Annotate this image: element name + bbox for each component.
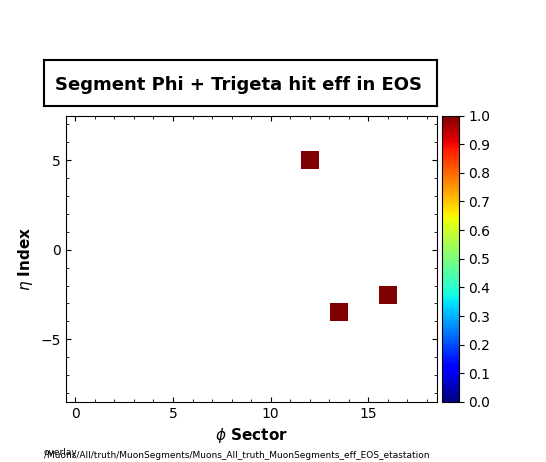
Point	[384, 291, 393, 298]
Text: /Muons/All/truth/MuonSegments/Muons_All_truth_MuonSegments_eff_EOS_etastation: /Muons/All/truth/MuonSegments/Muons_All_…	[44, 451, 429, 460]
Point	[305, 157, 314, 164]
X-axis label: $\phi$ Sector: $\phi$ Sector	[215, 426, 288, 445]
Text: overlay: overlay	[44, 449, 78, 457]
Text: Segment Phi + Trigeta hit eff in EOS: Segment Phi + Trigeta hit eff in EOS	[56, 77, 423, 94]
Y-axis label: $\eta$ Index: $\eta$ Index	[16, 226, 35, 291]
Point	[335, 309, 343, 316]
